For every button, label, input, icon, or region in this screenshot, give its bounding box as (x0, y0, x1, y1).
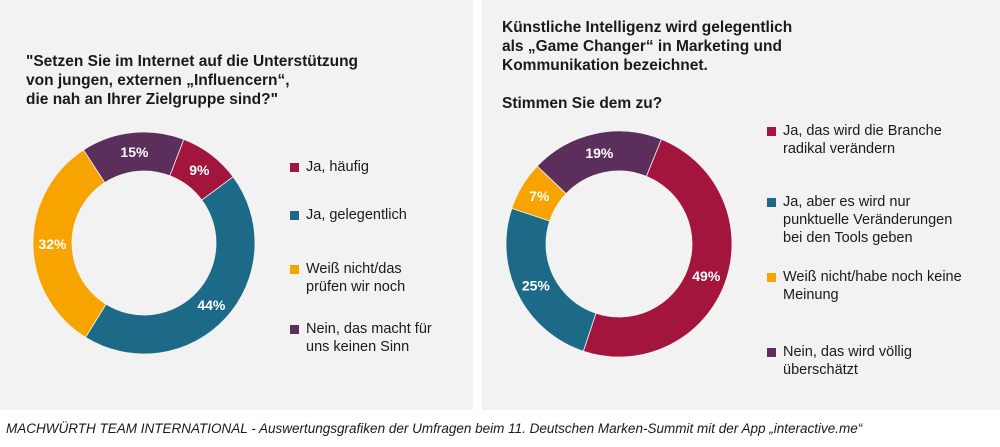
legend-label: Nein, das wird völlig überschätzt (783, 344, 912, 378)
legend-swatch (767, 126, 776, 136)
legend-label: Weiß nicht/das prüfen wir noch (306, 261, 406, 295)
legend-swatch (290, 210, 299, 220)
slice-data-label: 32% (38, 236, 67, 252)
right-chart-subtitle: Stimmen Sie dem zu? (502, 95, 663, 112)
legend-item-ja-gelegentlich: Ja, gelegentlich (290, 206, 407, 224)
footer-caption: MACHWÜRTH TEAM INTERNATIONAL - Auswertun… (6, 421, 863, 436)
legend-label: Nein, das macht für uns keinen Sinn (306, 321, 432, 355)
legend-item-ja-haeufig: Ja, häufig (290, 158, 369, 176)
left-chart-title: "Setzen Sie im Internet auf die Unterstü… (26, 52, 466, 109)
right-donut-chart: 49% 25% 7% 19% (505, 130, 733, 358)
right-title-line: Kommunikation bezeichnet. (502, 57, 708, 74)
slice-data-label: 19% (585, 145, 614, 161)
donut-slice (32, 149, 107, 338)
donut-slice (84, 176, 256, 355)
slice-data-label: 7% (529, 188, 550, 204)
donut-slice (82, 131, 185, 184)
legend-item-weiss-nicht: Weiß nicht/das prüfen wir noch (290, 260, 405, 296)
legend-label: Ja, gelegentlich (306, 207, 407, 223)
slice-data-label: 44% (197, 297, 226, 313)
slice-data-label: 49% (692, 268, 721, 284)
legend-label: Ja, aber es wird nur punktuelle Veränder… (783, 194, 953, 246)
donut-slice (536, 130, 662, 195)
legend-label: Weiß nicht/habe noch keine Meinung (783, 269, 962, 303)
legend-label: Ja, das wird die Branche radikal verände… (783, 123, 942, 157)
legend-swatch (290, 324, 299, 334)
donut-slice (505, 207, 597, 352)
slice-data-label: 9% (189, 162, 210, 178)
left-title-line: die nah an Ihrer Zielgruppe sind?" (26, 91, 278, 108)
legend-swatch (290, 162, 299, 172)
legend-label: Ja, häufig (306, 159, 369, 175)
right-title-line: Künstliche Intelligenz wird gelegentlich (502, 19, 793, 36)
legend-item-ja-radikal: Ja, das wird die Branche radikal verände… (767, 122, 942, 158)
legend-item-weiss-nicht-meinung: Weiß nicht/habe noch keine Meinung (767, 268, 962, 304)
legend-swatch (767, 197, 776, 207)
legend-swatch (767, 347, 776, 357)
left-donut-chart: 9% 44% 32% 15% (32, 131, 256, 355)
legend-item-nein-ueberschaetzt: Nein, das wird völlig überschätzt (767, 343, 912, 379)
right-chart-title: Künstliche Intelligenz wird gelegentlich… (502, 18, 982, 113)
right-title-line: als „Game Changer“ in Marketing und (502, 38, 782, 55)
left-title-line: von jungen, externen „Influencern“, (26, 72, 290, 89)
legend-item-ja-punktuell: Ja, aber es wird nur punktuelle Veränder… (767, 193, 952, 247)
slice-data-label: 15% (120, 144, 149, 160)
legend-swatch (767, 272, 776, 282)
left-title-line: "Setzen Sie im Internet auf die Unterstü… (26, 53, 359, 70)
donut-slice (582, 138, 733, 358)
legend-item-nein: Nein, das macht für uns keinen Sinn (290, 320, 432, 356)
legend-swatch (290, 264, 299, 274)
slice-data-label: 25% (522, 278, 551, 294)
